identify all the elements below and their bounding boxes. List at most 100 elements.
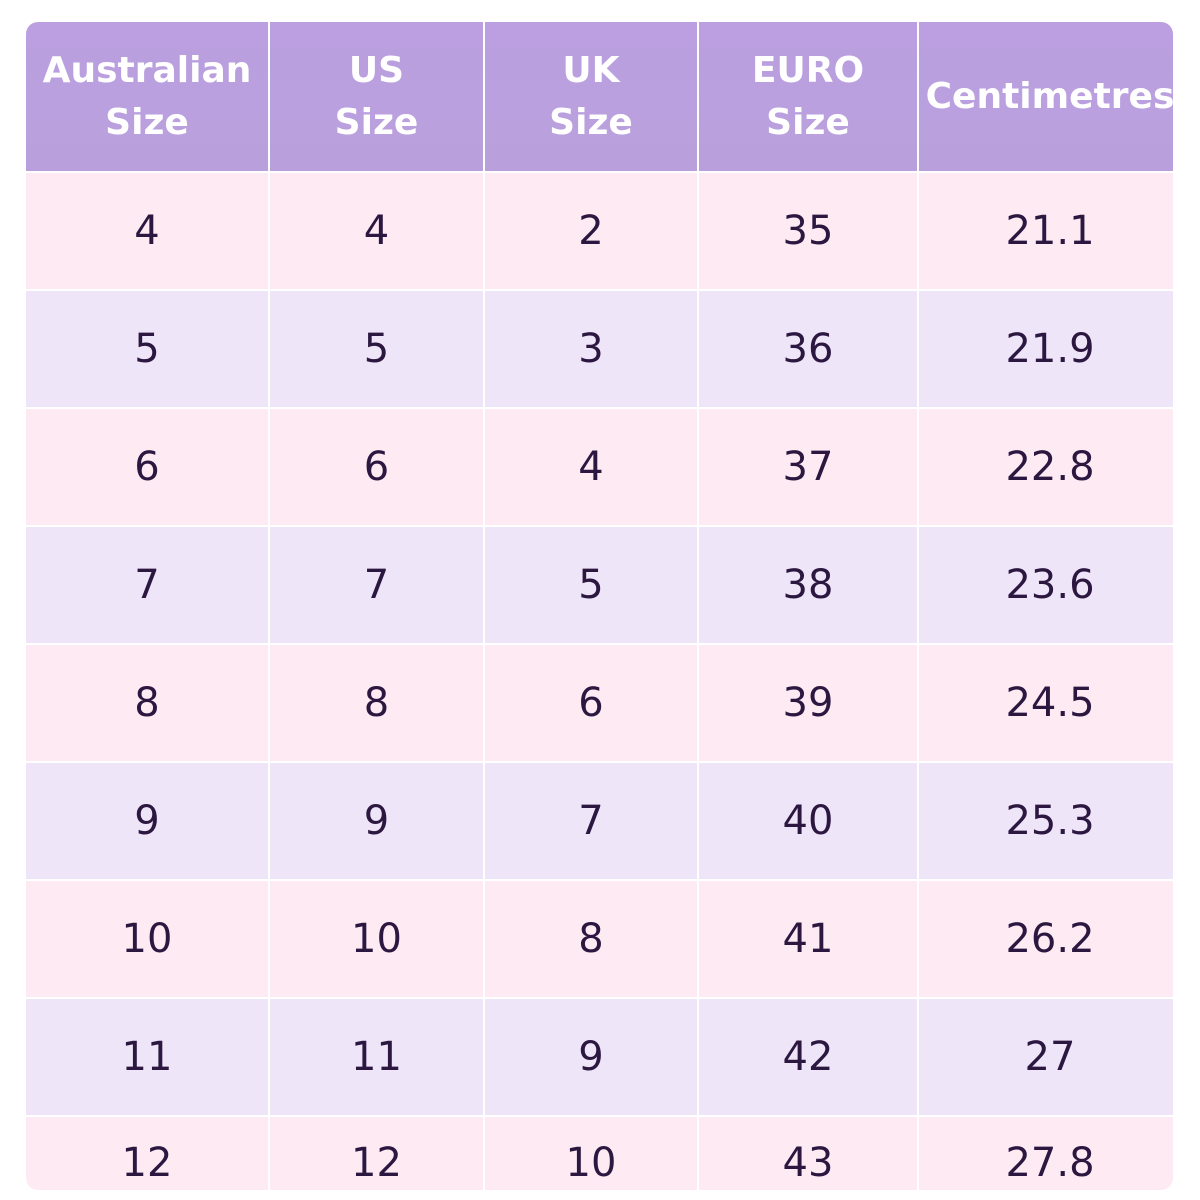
table-cell-cell: 27 [919,999,1173,1115]
column-header-cell: Centimetres [919,22,1173,171]
table-cell: 9 [578,1034,604,1080]
table-cell: 7 [363,562,390,608]
table-cell: 12 [121,1139,173,1186]
column-header: EURO Size [751,49,865,143]
table-cell: 8 [578,916,604,962]
table-cell: 11 [351,1034,402,1080]
table-cell-cell: 10 [26,881,268,997]
table-cell-cell: 8 [26,645,268,761]
table-cell-cell: 22.8 [919,409,1173,525]
table-cell-cell: 5 [270,291,483,407]
table-cell-cell: 27.8 [919,1117,1173,1190]
table-cell: 8 [363,680,390,726]
table-cell-cell: 10 [270,881,483,997]
table-cell: 24.5 [1005,680,1095,726]
table-cell: 3 [578,326,604,372]
table-cell-cell: 8 [270,645,483,761]
table-cell: 27 [1024,1034,1076,1080]
table-cell-cell: 5 [485,527,697,643]
table-cell: 41 [782,916,834,962]
table-cell-cell: 25.3 [919,763,1173,879]
table-cell: 36 [782,326,834,372]
table-cell: 42 [782,1034,834,1080]
column-header: Centimetres [925,75,1173,117]
table-cell-cell: 38 [699,527,917,643]
table-cell: 21.1 [1005,208,1095,254]
table-cell-cell: 24.5 [919,645,1173,761]
table-cell-cell: 7 [485,763,697,879]
table-cell-cell: 26.2 [919,881,1173,997]
table-cell-cell: 12 [270,1117,483,1190]
table-cell-cell: 6 [485,645,697,761]
table-cell-cell: 21.9 [919,291,1173,407]
table-cell-cell: 37 [699,409,917,525]
table-cell: 35 [782,208,834,254]
column-header: UK Size [549,49,633,143]
table-cell-cell: 5 [26,291,268,407]
table-cell-cell: 6 [26,409,268,525]
table-cell: 43 [782,1139,834,1186]
column-header: US Size [334,49,419,143]
table-cell: 27.8 [1005,1139,1095,1186]
table-cell: 7 [578,798,604,844]
table-cell: 23.6 [1005,562,1095,608]
table-cell: 11 [121,1034,173,1080]
table-cell: 6 [134,444,160,490]
table-cell: 21.9 [1005,326,1095,372]
table-cell-cell: 9 [270,763,483,879]
table-cell: 38 [782,562,834,608]
column-header-cell: US Size [270,22,483,171]
table-cell: 26.2 [1005,916,1095,962]
table-cell: 9 [363,798,390,844]
column-header: Australian Size [42,49,252,143]
table-cell: 5 [134,326,160,372]
size-table: Australian Size US Size UK Size EURO Size Ce… [26,22,1173,1190]
table-cell: 2 [578,208,604,254]
table-cell: 25.3 [1005,798,1095,844]
table-cell-cell: 7 [26,527,268,643]
table-cell: 4 [134,208,160,254]
table-cell-cell: 10 [485,1117,697,1190]
table-cell: 12 [351,1139,402,1186]
table-cell: 22.8 [1005,444,1095,490]
table-cell: 9 [134,798,160,844]
table-cell-cell: 7 [270,527,483,643]
table-cell-cell: 11 [26,999,268,1115]
table-cell: 40 [782,798,834,844]
table-cell: 4 [363,208,390,254]
table-cell-cell: 4 [26,173,268,289]
table-cell-cell: 9 [26,763,268,879]
table-cell-cell: 4 [485,409,697,525]
table-cell-cell: 3 [485,291,697,407]
table-cell: 6 [578,680,604,726]
table-cell: 7 [134,562,160,608]
table-cell-cell: 23.6 [919,527,1173,643]
table-cell-cell: 36 [699,291,917,407]
table-cell-cell: 9 [485,999,697,1115]
table-cell-cell: 6 [270,409,483,525]
table-cell: 4 [578,444,604,490]
table-cell: 39 [782,680,834,726]
table-cell: 10 [121,916,173,962]
table-cell-cell: 43 [699,1117,917,1190]
table-cell: 6 [363,444,390,490]
table-cell-cell: 42 [699,999,917,1115]
table-cell-cell: 2 [485,173,697,289]
column-header-cell: UK Size [485,22,697,171]
column-header-cell: EURO Size [699,22,917,171]
table-cell: 37 [782,444,834,490]
table-cell: 10 [351,916,402,962]
table-cell-cell: 35 [699,173,917,289]
table-cell-cell: 12 [26,1117,268,1190]
table-cell-cell: 11 [270,999,483,1115]
table-cell: 10 [565,1139,617,1186]
table-cell: 5 [578,562,604,608]
table-cell: 5 [363,326,390,372]
table-cell-cell: 8 [485,881,697,997]
table-cell-cell: 39 [699,645,917,761]
table-cell-cell: 4 [270,173,483,289]
column-header-cell: Australian Size [26,22,268,171]
table-cell-cell: 40 [699,763,917,879]
table-cell-cell: 21.1 [919,173,1173,289]
